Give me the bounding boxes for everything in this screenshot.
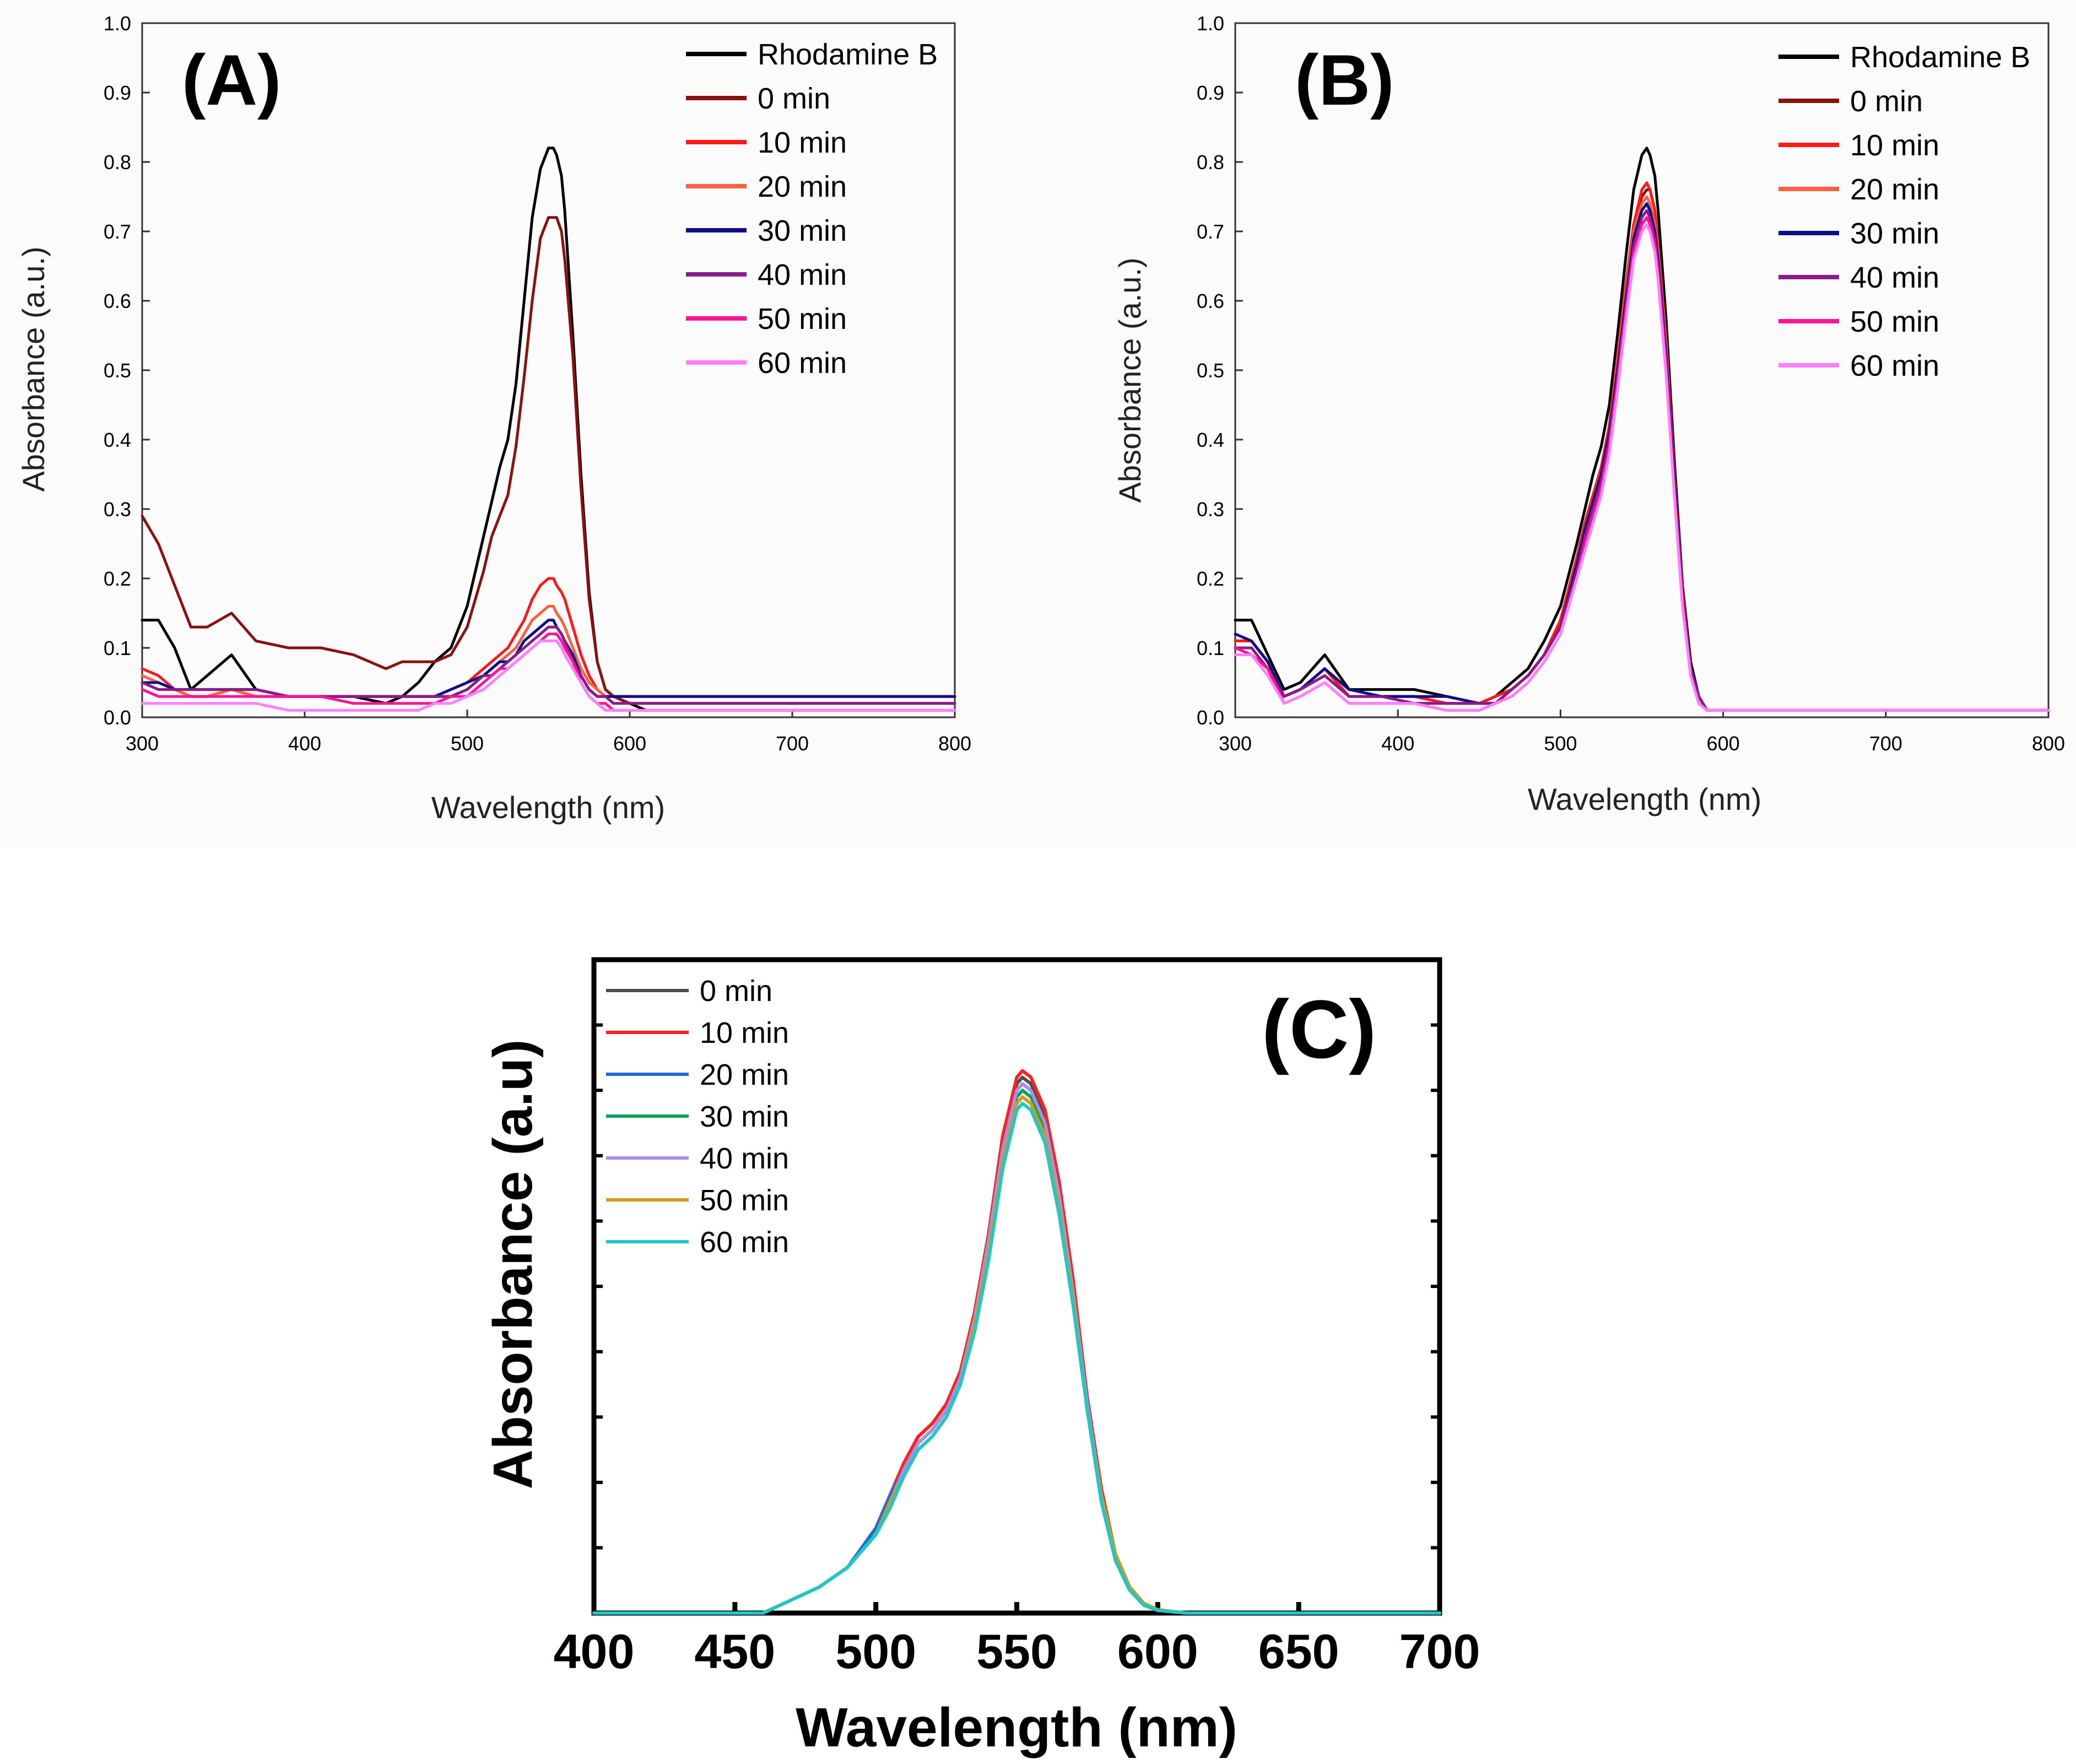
panel-b-y-tick-label: 1.0 — [1197, 12, 1224, 35]
panel-b-x-tick-label: 300 — [1219, 732, 1252, 755]
panel-a-series-line-7 — [140, 639, 956, 712]
panel-b-y-tick-label: 0.5 — [1197, 359, 1224, 382]
panel-b-label: (B) — [1295, 40, 1394, 120]
panel-a-y-tick-label: 0.3 — [104, 498, 131, 521]
panel-b-y-tick-label: 0.2 — [1197, 567, 1224, 590]
panel-c-x-tick-label: 550 — [976, 1624, 1057, 1679]
panel-a-legend-label: Rhodamine B — [758, 38, 938, 71]
panel-b-series-line-7 — [1234, 223, 2050, 712]
panel-b-y-tick-label: 0.6 — [1197, 290, 1224, 312]
panel-a-y-tick-label: 0.9 — [104, 82, 131, 104]
panel-a-series-line-5 — [140, 625, 956, 705]
panel-a-x-tick-label: 600 — [613, 732, 646, 755]
panel-b-xlabel: Wavelength (nm) — [1528, 782, 1761, 816]
panel-a-series-line-4 — [140, 619, 956, 698]
panel-a-x-tick-label: 400 — [288, 732, 321, 755]
panel-a-x-tick-label: 300 — [126, 732, 159, 755]
panel-c-x-tick-label: 500 — [835, 1624, 916, 1679]
panel-b-legend-label: 30 min — [1850, 217, 1939, 250]
panel-c-xlabel: Wavelength (nm) — [796, 1697, 1237, 1758]
panel-c-legend-label: 20 min — [700, 1058, 789, 1091]
panel-a-legend-label: 60 min — [758, 347, 847, 380]
panel-a-y-tick-label: 0.7 — [104, 220, 131, 243]
panel-b-legend-label: 50 min — [1850, 305, 1939, 338]
panel-a-xlabel: Wavelength (nm) — [431, 790, 665, 825]
panel-c-x-tick-label: 400 — [554, 1624, 635, 1679]
panel-c-x-tick-label: 650 — [1258, 1624, 1339, 1679]
panel-c-x-tick-label: 700 — [1399, 1624, 1480, 1679]
panel-c-label: (C) — [1262, 983, 1376, 1075]
panel-a-y-tick-label: 0.5 — [104, 359, 131, 382]
panel-b-y-tick-label: 0.7 — [1197, 220, 1224, 243]
panel-b-x-tick-label: 600 — [1707, 732, 1740, 755]
panel-a-legend-label: 10 min — [758, 126, 847, 159]
panel-a-ylabel: Absorbance (a.u.) — [16, 246, 51, 491]
panel-b-y-tick-label: 0.8 — [1197, 151, 1224, 174]
panel-b-x-tick-label: 500 — [1544, 732, 1577, 755]
panel-c-series-line-6 — [592, 1101, 1441, 1615]
panel-b-legend-label: 10 min — [1850, 129, 1939, 162]
chart-panel-b: (B) Wavelength (nm) Absorbance (a.u.) 30… — [1112, 12, 2065, 816]
panel-c-legend-label: 50 min — [700, 1184, 789, 1217]
chart-panel-c: (C) Wavelength (nm) Absorbance (a.u) 400… — [482, 957, 1480, 1758]
panel-a-series-line-1 — [140, 216, 956, 705]
panel-a-y-tick-label: 0.6 — [104, 290, 131, 312]
panel-a-y-tick-label: 0.4 — [104, 429, 131, 451]
panel-a-legend-label: 30 min — [758, 214, 847, 247]
panel-b-y-tick-label: 0.9 — [1197, 82, 1224, 104]
panel-a-legend-label: 50 min — [758, 302, 847, 336]
panel-b-y-tick-label: 0.3 — [1197, 498, 1224, 521]
panel-a-legend-label: 20 min — [758, 170, 847, 203]
panel-a-label: (A) — [182, 40, 281, 120]
panel-b-x-tick-label: 700 — [1869, 732, 1902, 755]
panel-c-x-tick-label: 450 — [694, 1624, 775, 1679]
panel-c-legend-label: 30 min — [700, 1100, 789, 1133]
panel-a-series-line-2 — [140, 577, 956, 698]
panel-a-y-tick-label: 0.1 — [104, 637, 131, 659]
panel-b-legend-label: 60 min — [1850, 349, 1939, 382]
panel-a-y-tick-label: 0.0 — [104, 706, 131, 729]
panel-b-x-tick-label: 800 — [2032, 732, 2065, 755]
panel-b-legend-label: Rhodamine B — [1850, 41, 2030, 74]
panel-a-y-tick-label: 0.2 — [104, 567, 131, 590]
panel-c-ylabel: Absorbance (a.u) — [482, 1040, 544, 1490]
panel-b-y-tick-label: 0.1 — [1197, 637, 1224, 659]
panel-b-y-tick-label: 0.0 — [1197, 706, 1224, 729]
chart-panel-a: (A) Wavelength (nm) Absorbance (a.u.) 30… — [16, 12, 971, 825]
panel-a-x-tick-label: 700 — [776, 732, 809, 755]
panel-b-x-tick-label: 400 — [1381, 732, 1414, 755]
panel-a-legend-label: 0 min — [758, 82, 830, 115]
panel-a-series-line-6 — [140, 632, 956, 712]
panel-a-legend-label: 40 min — [758, 258, 847, 291]
top-panels-background — [0, 0, 2076, 848]
panel-c-legend-label: 10 min — [700, 1016, 789, 1049]
panel-b-legend-label: 20 min — [1850, 173, 1939, 206]
panel-a-y-tick-label: 0.8 — [104, 151, 131, 174]
panel-b-ylabel: Absorbance (a.u.) — [1112, 257, 1147, 502]
panel-b-y-tick-label: 0.4 — [1197, 429, 1224, 451]
panel-a-x-tick-label: 800 — [938, 732, 971, 755]
panel-c-x-tick-label: 600 — [1117, 1624, 1198, 1679]
panel-a-y-tick-label: 1.0 — [104, 12, 131, 35]
panel-c-legend-label: 40 min — [700, 1142, 789, 1175]
panel-c-legend-label: 0 min — [700, 975, 772, 1008]
panel-b-legend-label: 40 min — [1850, 261, 1939, 294]
panel-c-legend-label: 60 min — [700, 1226, 789, 1259]
panel-b-legend-label: 0 min — [1850, 85, 1923, 118]
panel-a-x-tick-label: 500 — [451, 732, 484, 755]
